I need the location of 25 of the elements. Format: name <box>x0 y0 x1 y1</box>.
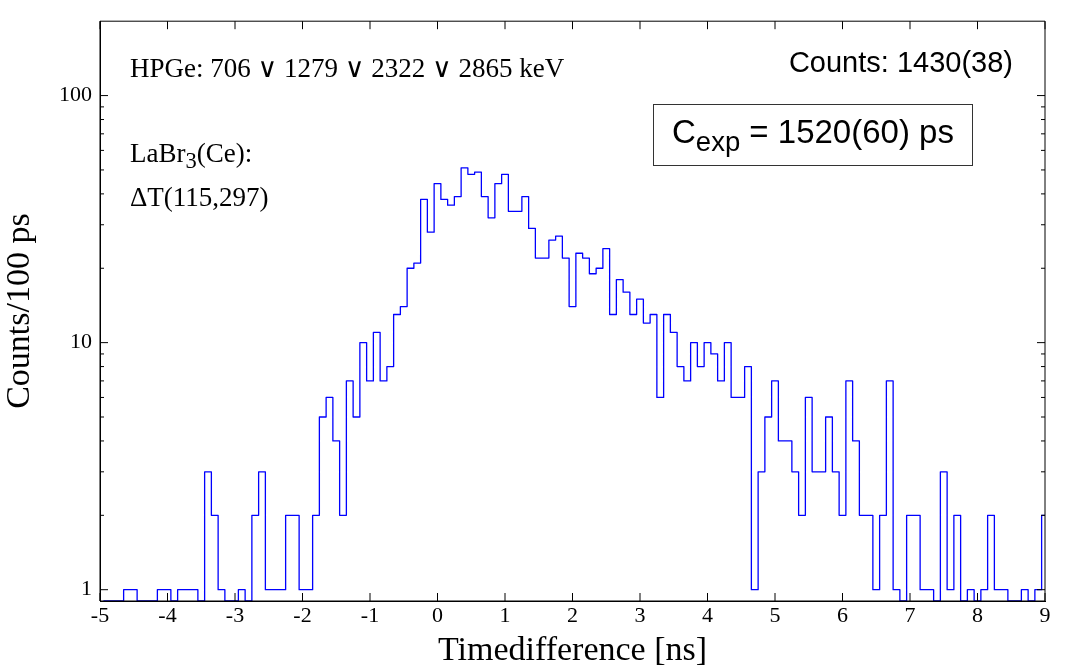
x-tick-label: -3 <box>225 601 245 627</box>
x-tick-label: -4 <box>158 601 177 627</box>
x-tick-label: 9 <box>1039 601 1051 627</box>
y-tick-label: 100 <box>59 81 92 107</box>
x-tick-label: -5 <box>90 601 110 627</box>
annotation: ΔT(115,297) <box>130 182 269 212</box>
x-tick-label: 7 <box>904 601 916 627</box>
x-tick-label: 8 <box>972 601 983 627</box>
x-tick-label: 6 <box>837 601 848 627</box>
annotation: HPGe: 706 ∨ 1279 ∨ 2322 ∨ 2865 keV <box>130 53 565 83</box>
x-tick-label: 4 <box>702 601 713 627</box>
x-tick-label: 0 <box>432 601 443 627</box>
x-tick-label: 2 <box>567 601 578 627</box>
y-tick-label: 1 <box>81 575 92 601</box>
annotation: C$_{exp}$ = 1520(60) ps <box>653 104 973 167</box>
annotation: Counts: 1430(38) <box>788 46 1013 78</box>
x-tick-label: -2 <box>293 601 312 627</box>
y-axis-title: Counts/100 ps <box>0 213 37 409</box>
y-tick-label: 10 <box>70 328 92 354</box>
x-axis-title: Timedifference [ns] <box>437 629 708 667</box>
annotation: LaBr$_{3}$(Ce): <box>130 138 253 174</box>
x-tick-label: 3 <box>634 601 646 627</box>
x-tick-label: 5 <box>769 601 781 627</box>
x-tick-label: 1 <box>499 601 511 627</box>
x-tick-label: -1 <box>360 601 380 627</box>
